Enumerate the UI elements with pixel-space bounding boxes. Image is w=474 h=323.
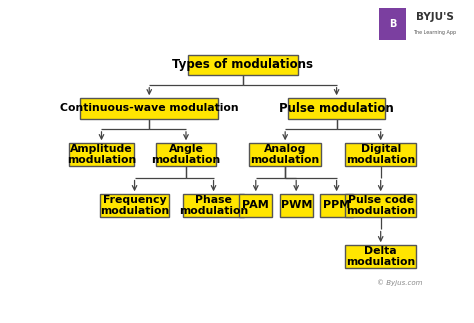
FancyBboxPatch shape [345,245,417,267]
FancyBboxPatch shape [100,194,169,217]
FancyBboxPatch shape [345,194,417,217]
FancyBboxPatch shape [81,98,218,119]
Text: Continuous-wave modulation: Continuous-wave modulation [60,103,238,113]
FancyBboxPatch shape [320,194,353,217]
FancyBboxPatch shape [249,143,321,166]
Text: Pulse code
modulation: Pulse code modulation [346,194,415,216]
Text: Frequency
modulation: Frequency modulation [100,194,169,216]
FancyBboxPatch shape [69,143,134,166]
FancyBboxPatch shape [188,55,298,75]
Text: PWM: PWM [281,200,312,210]
Text: PPM: PPM [323,200,350,210]
FancyBboxPatch shape [155,143,216,166]
Text: The Learning App: The Learning App [413,29,456,35]
Text: Pulse modulation: Pulse modulation [279,102,394,115]
Text: © Byjus.com: © Byjus.com [377,279,423,286]
Text: Amplitude
modulation: Amplitude modulation [67,144,136,165]
Text: Types of modulations: Types of modulations [173,58,313,71]
FancyBboxPatch shape [183,194,244,217]
Text: B: B [389,18,396,28]
Text: PAM: PAM [242,200,269,210]
Text: BYJU'S: BYJU'S [416,12,454,22]
Text: Delta
modulation: Delta modulation [346,245,415,267]
FancyBboxPatch shape [239,194,272,217]
FancyBboxPatch shape [280,194,313,217]
Text: Phase
modulation: Phase modulation [179,194,248,216]
FancyBboxPatch shape [345,143,417,166]
Text: Angle
modulation: Angle modulation [151,144,220,165]
Text: Analog
modulation: Analog modulation [251,144,320,165]
FancyBboxPatch shape [379,8,406,40]
Text: Digital
modulation: Digital modulation [346,144,415,165]
FancyBboxPatch shape [288,98,385,119]
